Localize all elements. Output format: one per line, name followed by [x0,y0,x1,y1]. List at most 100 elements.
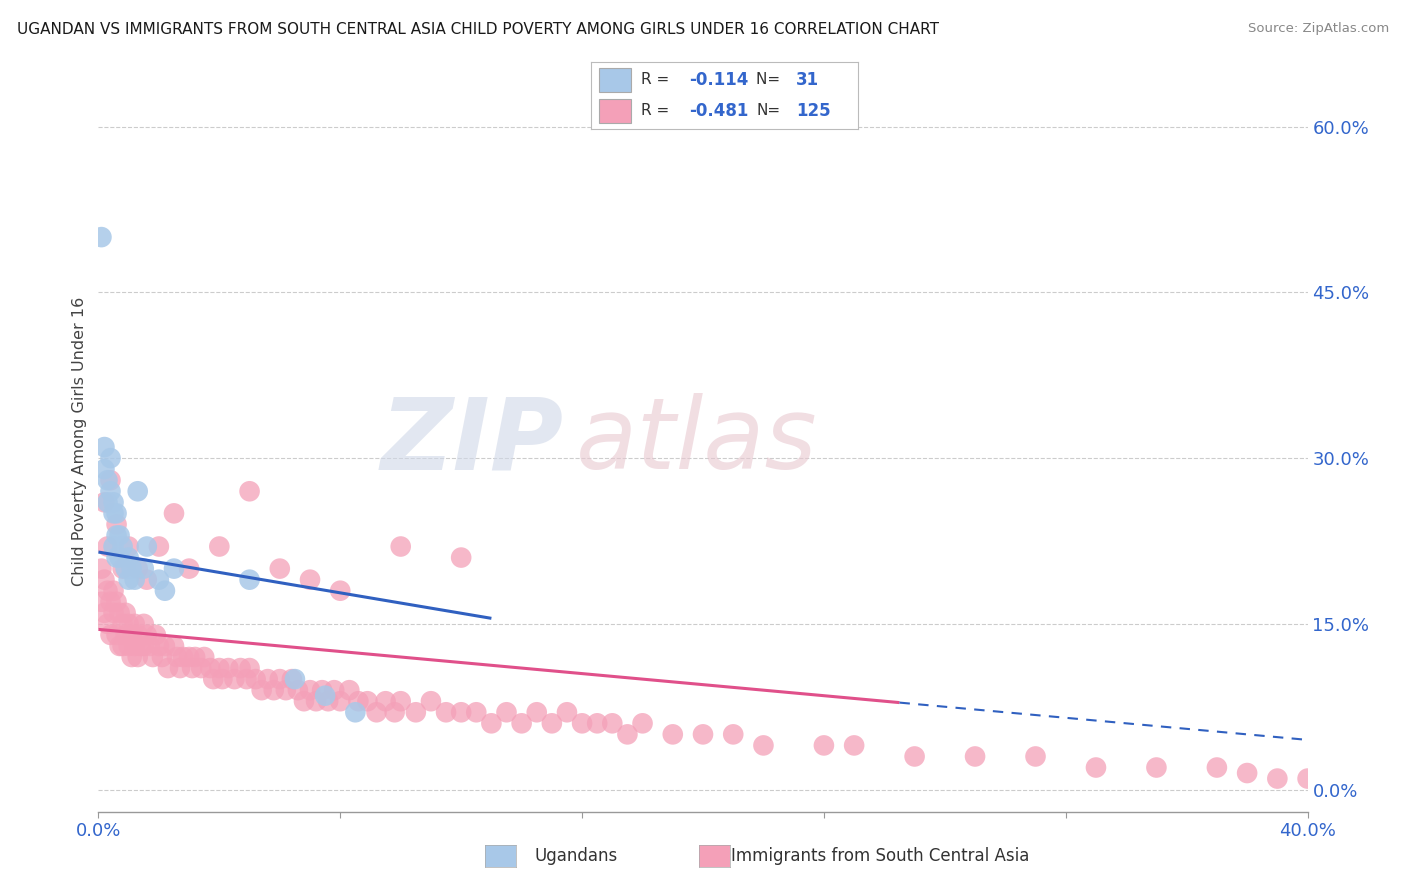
Point [163,639,186,653]
Point [121,561,143,575]
Point [229,661,252,675]
Text: -0.481: -0.481 [689,102,749,120]
Point [284,672,307,686]
Point [103,606,125,620]
Point [108,639,131,653]
Point [90,595,112,609]
Point [127,628,149,642]
Point [118,573,141,587]
Point [904,749,927,764]
Point [166,650,188,665]
Point [692,727,714,741]
Point [602,716,624,731]
Point [105,517,128,532]
Point [100,628,122,642]
Point [105,507,128,521]
Point [96,616,118,631]
Point [344,706,367,720]
Point [111,616,134,631]
Point [661,727,683,741]
Point [256,672,278,686]
Point [135,540,157,554]
Point [274,683,297,698]
Point [224,672,246,686]
Point [114,628,136,642]
Point [118,550,141,565]
Point [844,739,866,753]
Point [311,683,333,698]
Point [374,694,396,708]
Point [105,628,128,642]
Point [148,639,170,653]
Point [118,616,141,631]
Point [1206,760,1229,774]
Text: N=: N= [756,103,780,118]
Point [366,706,388,720]
Point [723,727,745,741]
Point [100,473,122,487]
Point [100,484,122,499]
Point [156,661,179,675]
Point [148,573,170,587]
Point [103,495,125,509]
Point [108,606,131,620]
Text: atlas: atlas [576,393,818,490]
Point [111,639,134,653]
Point [208,540,231,554]
Point [813,739,835,753]
Point [450,706,472,720]
Point [217,661,239,675]
Point [495,706,517,720]
Y-axis label: Child Poverty Among Girls Under 16: Child Poverty Among Girls Under 16 [72,297,87,586]
Point [586,716,609,731]
Point [323,683,346,698]
Point [127,650,149,665]
Point [163,561,186,575]
Point [329,694,352,708]
Point [124,639,146,653]
Point [250,683,273,698]
Point [965,749,987,764]
Point [1267,772,1289,786]
Point [555,706,578,720]
Point [305,694,328,708]
Point [631,716,654,731]
Point [163,507,186,521]
Point [108,550,131,565]
Point [193,650,215,665]
Point [347,694,370,708]
Point [129,639,152,653]
Point [269,672,291,686]
Point [269,561,291,575]
Point [100,595,122,609]
Point [1236,766,1258,780]
Point [135,628,157,642]
Point [93,495,115,509]
Point [135,573,157,587]
Point [1296,772,1319,786]
Point [96,540,118,554]
Point [329,583,352,598]
Point [132,616,155,631]
Point [245,672,267,686]
Point [103,540,125,554]
Point [450,550,472,565]
Point [179,561,201,575]
Point [108,528,131,542]
Point [132,639,155,653]
Point [752,739,775,753]
Bar [599,99,630,123]
Text: Ugandans: Ugandans [534,847,617,865]
Point [148,540,170,554]
Point [172,650,194,665]
Point [127,561,149,575]
Text: UGANDAN VS IMMIGRANTS FROM SOUTH CENTRAL ASIA CHILD POVERTY AMONG GIRLS UNDER 16: UGANDAN VS IMMIGRANTS FROM SOUTH CENTRAL… [17,22,939,37]
Point [100,451,122,466]
Point [124,573,146,587]
Point [93,606,115,620]
Point [510,716,533,731]
Point [90,561,112,575]
Point [114,561,136,575]
Point [114,606,136,620]
Point [405,706,427,720]
